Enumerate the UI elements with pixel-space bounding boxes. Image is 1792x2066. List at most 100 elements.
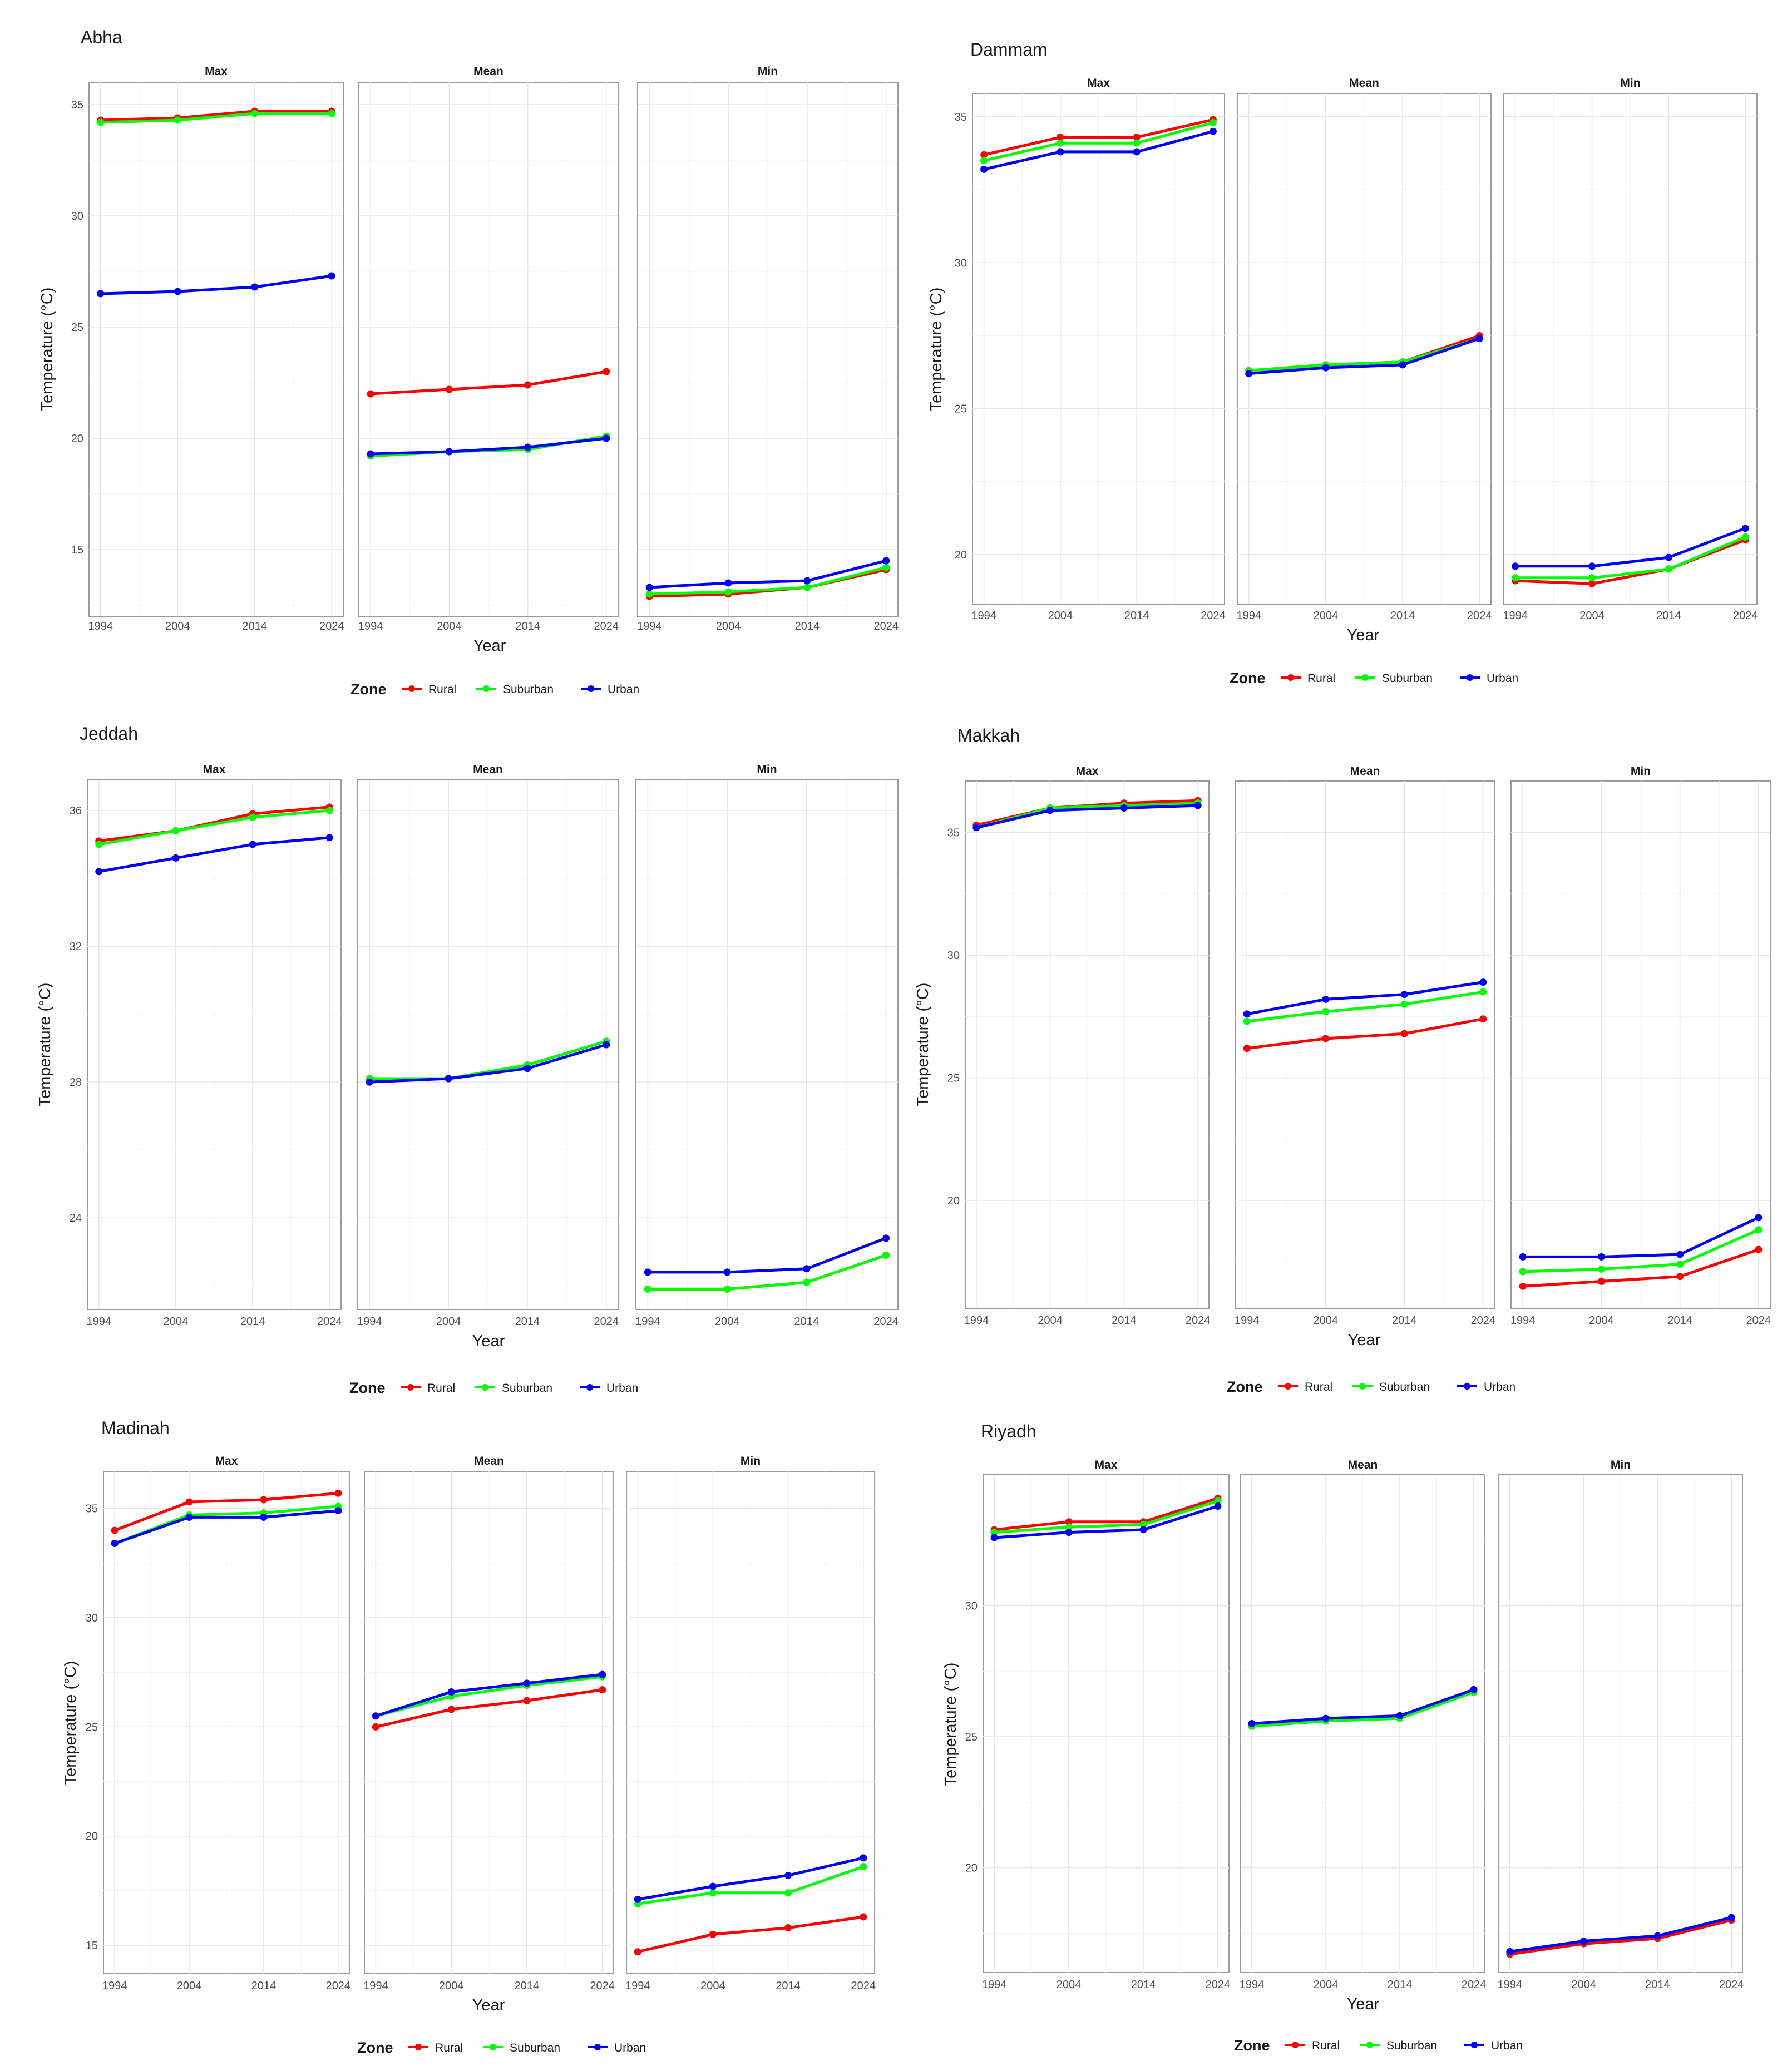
x-tick-label: 2014 [1112, 1314, 1137, 1327]
data-point-rural: Rural 2024: 16.3 °C [860, 1913, 867, 1921]
data-point-suburban: Suburban 2024: 18.8 °C [1755, 1226, 1763, 1234]
x-tick-label: 2024 [317, 1316, 342, 1328]
series-line-suburban [369, 1040, 607, 1080]
x-axis-title: Year [473, 637, 506, 655]
facet-label: Max [205, 65, 228, 78]
data-point-urban: Urban 1994: 35.2 °C [972, 824, 980, 832]
data-point-urban: Urban 2004: 25.7 °C [1322, 1714, 1330, 1722]
facet-panel-max: Max 15 20 25 30 35 1994 2004 2014 2024 Rural 1994:… [86, 1455, 350, 1992]
legend-label-urban: Urban [614, 2042, 646, 2054]
x-tick-label: 2014 [1131, 1979, 1156, 1991]
facet-label: Min [741, 1455, 761, 1467]
data-point-suburban: Suburban 2004: 35.4 °C [172, 827, 180, 835]
x-axis-title: Year [1348, 1331, 1381, 1349]
legend-label-suburban: Suburban [1386, 2039, 1437, 2052]
data-point-urban: Urban 2014: 28.4 °C [1400, 991, 1408, 999]
data-point-urban: Urban 2014: 28.4 °C [524, 1065, 531, 1072]
series-line-suburban [648, 1254, 887, 1291]
data-point-urban: Urban 2004: 13.5 °C [724, 579, 732, 587]
chart-title: Jeddah [80, 724, 138, 744]
chart-jeddah: Jeddah Max 24 28 32 36 1994 2004 2014 2024 Rural 1… [36, 724, 899, 1396]
data-point-urban: Urban 2014: 34.6 °C [260, 1513, 268, 1521]
x-tick-label: 2014 [794, 1316, 820, 1328]
legend-key-point-rural [407, 1384, 414, 1391]
data-point-suburban: Suburban 2024: 36 °C [325, 807, 333, 814]
x-tick-label: 2004 [700, 1980, 725, 1992]
data-point-rural: Rural 2004: 33.2 °C [1065, 1518, 1073, 1526]
y-tick-label: 25 [86, 1721, 98, 1733]
data-point-suburban: Suburban 2004: 17.4 °C [709, 1889, 717, 1897]
y-axis-title: Temperature (°C) [942, 1663, 960, 1787]
series-line-urban [976, 804, 1198, 829]
data-point-urban: Urban 2004: 34.6 °C [185, 1513, 193, 1521]
data-point-rural: Rural 1994: 16.5 °C [1519, 1282, 1527, 1290]
y-axis-title: Temperature (°C) [38, 288, 56, 412]
series-line-suburban [1246, 990, 1484, 1023]
legend-key-point-rural [1285, 1383, 1291, 1390]
legend: Zone Rural Suburban Urban [1227, 1378, 1515, 1395]
x-tick-label: 2004 [165, 620, 190, 632]
data-point-rural: Rural 2004: 19 °C [1588, 580, 1596, 587]
series-line-suburban [375, 1675, 603, 1718]
data-point-suburban: Suburban 2004: 34.3 °C [174, 116, 181, 124]
data-point-urban: Urban 2024: 34.5 °C [1209, 127, 1217, 135]
series-line-suburban [100, 112, 332, 124]
data-point-rural: Rural 2024: 18 °C [1755, 1245, 1763, 1253]
data-point-suburban: Suburban 2014: 13.3 °C [803, 584, 811, 591]
facet-panel-max: Max 20 25 30 35 1994 2004 2014 2024 Rural 1994: 3… [955, 77, 1226, 622]
chart-dammam: Dammam Max 20 25 30 35 1994 2004 2014 2024 Rural 1… [927, 39, 1758, 686]
data-point-suburban: Suburban 2014: 17.4 °C [1676, 1261, 1684, 1268]
chart-title: Abha [81, 27, 122, 47]
series-line-rural [1509, 1919, 1732, 1956]
data-point-urban: Urban 2014: 19.6 °C [524, 443, 532, 451]
data-point-rural: Rural 2014: 16.9 °C [1676, 1273, 1684, 1281]
x-tick-label: 2014 [515, 620, 540, 632]
x-axis-title: Year [1347, 626, 1380, 644]
x-tick-label: 2024 [873, 1316, 899, 1328]
data-point-rural: Rural 2024: 27.4 °C [1479, 1015, 1487, 1023]
x-tick-label: 2024 [594, 620, 619, 632]
series-line-suburban [994, 1499, 1218, 1534]
x-tick-label: 2024 [1746, 1314, 1771, 1327]
legend-title: Zone [350, 681, 387, 698]
legend-label-urban: Urban [608, 683, 639, 696]
y-tick-label: 30 [947, 950, 960, 962]
data-point-urban: Urban 2014: 17.4 °C [1653, 1932, 1661, 1940]
data-point-urban: Urban 1994: 25.5 °C [1248, 1720, 1256, 1727]
x-tick-label: 1994 [1498, 1979, 1523, 1991]
x-tick-label: 2014 [1124, 610, 1149, 622]
legend-key-point-urban [1471, 2042, 1478, 2048]
facet-label: Max [1087, 77, 1110, 90]
data-point-suburban: Suburban 2014: 35.8 °C [249, 813, 256, 821]
data-point-urban: Urban 2024: 27.4 °C [1475, 335, 1483, 343]
series-line-rural [371, 370, 607, 396]
facet-label: Mean [1350, 765, 1380, 778]
data-point-urban: Urban 2024: 26.8 °C [1470, 1686, 1478, 1693]
data-point-suburban: Suburban 2024: 34 °C [1214, 1497, 1222, 1505]
x-tick-label: 2024 [873, 620, 899, 632]
data-point-rural: Rural 2014: 22.4 °C [524, 381, 532, 389]
y-axis-title: Temperature (°C) [36, 983, 54, 1107]
x-tick-label: 1994 [982, 1979, 1007, 1991]
y-tick-label: 20 [86, 1831, 98, 1843]
data-point-suburban: Suburban 1994: 35 °C [95, 841, 103, 848]
data-point-urban: Urban 1994: 26.2 °C [1245, 370, 1253, 378]
data-point-suburban: Suburban 2004: 21.9 °C [723, 1285, 731, 1293]
y-tick-label: 28 [70, 1076, 82, 1089]
data-point-urban: Urban 2024: 20.9 °C [1741, 525, 1749, 532]
data-point-suburban: Suburban 2004: 33 °C [1065, 1523, 1073, 1531]
x-tick-label: 2004 [1314, 610, 1339, 622]
data-point-rural: Rural 2004: 26.6 °C [1322, 1035, 1330, 1042]
data-point-urban: Urban 2004: 19.6 °C [1588, 562, 1596, 570]
data-point-urban: Urban 2024: 18.1 °C [1727, 1914, 1735, 1921]
data-point-rural: Rural 2014: 26.8 °C [1400, 1030, 1408, 1037]
x-tick-label: 2024 [1186, 1314, 1211, 1327]
legend-label-urban: Urban [1484, 1381, 1515, 1393]
x-tick-label: 1994 [363, 1980, 388, 1992]
x-tick-label: 1994 [1240, 1979, 1265, 1991]
x-tick-label: 1994 [88, 620, 113, 632]
legend: Zone Rural Suburban Urban [350, 681, 639, 698]
